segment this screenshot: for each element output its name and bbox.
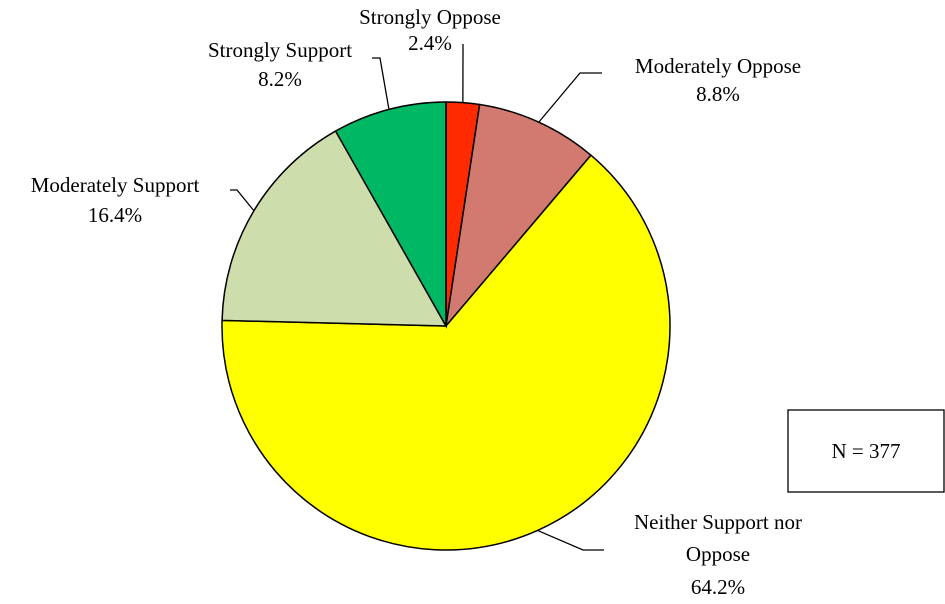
label-neither-name-line2: Oppose <box>686 542 750 566</box>
label-moderately-oppose-value: 8.8% <box>696 82 740 106</box>
sample-size-box: N = 377 <box>787 409 945 493</box>
label-strongly-support-value: 8.2% <box>258 67 302 91</box>
label-strongly-oppose-name: Strongly Oppose <box>359 5 501 29</box>
label-neither-value: 64.2% <box>691 575 745 599</box>
leader-strongly-support <box>372 57 390 110</box>
label-strongly-oppose-value: 2.4% <box>408 31 452 55</box>
slice-neither <box>221 154 671 551</box>
leader-lines <box>230 44 604 551</box>
label-moderately-oppose-name: Moderately Oppose <box>635 54 801 78</box>
pie-slices <box>221 101 671 551</box>
leader-neither <box>537 529 604 551</box>
label-moderately-support-name: Moderately Support <box>31 173 200 197</box>
label-neither-name-line1: Neither Support nor <box>634 510 802 534</box>
sample-size-text: N = 377 <box>831 439 900 463</box>
slice-moderately-support <box>221 130 448 327</box>
leader-moderately-oppose <box>538 72 602 123</box>
slice-strongly-support <box>334 101 447 329</box>
label-moderately-support-value: 16.4% <box>88 203 142 227</box>
leader-moderately-support <box>230 189 255 212</box>
label-strongly-support-name: Strongly Support <box>208 38 352 62</box>
